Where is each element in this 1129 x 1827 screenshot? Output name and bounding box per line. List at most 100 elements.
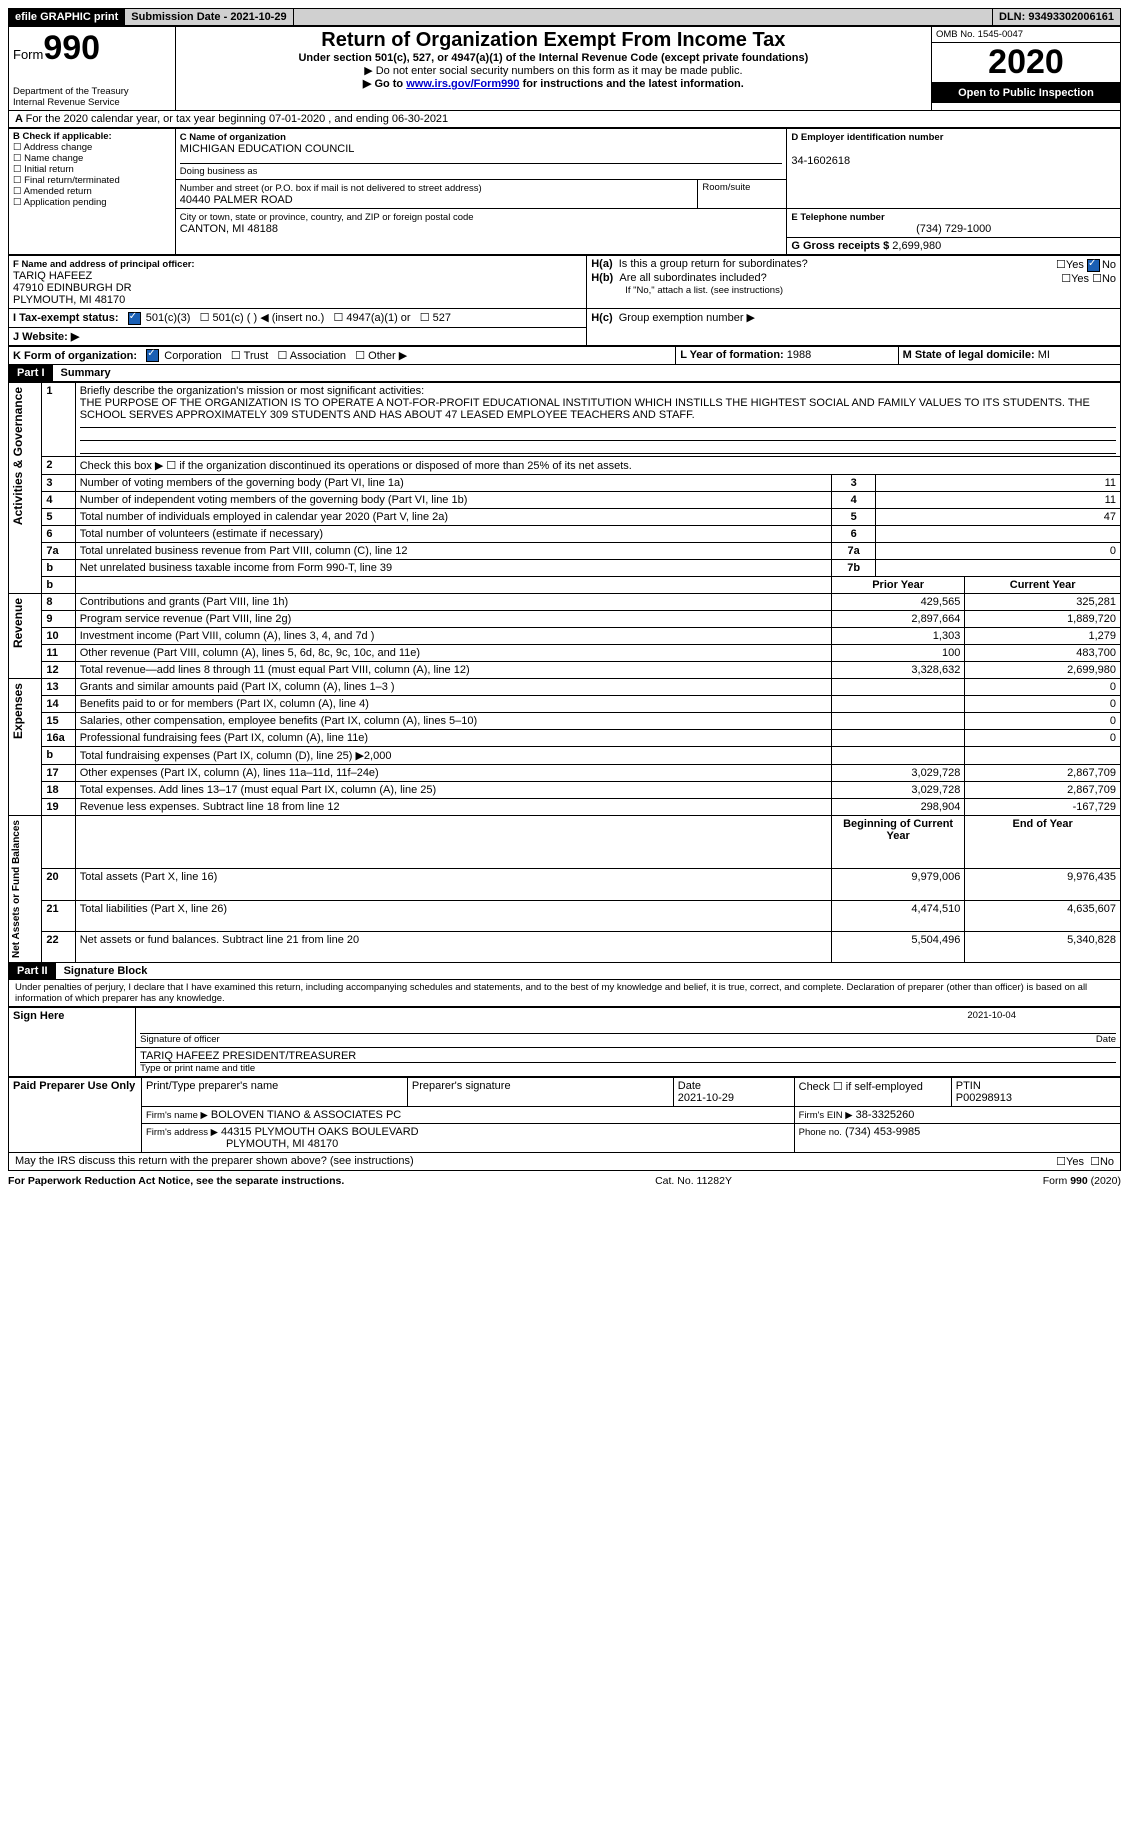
form-subtitle: Under section 501(c), 527, or 4947(a)(1)…: [180, 52, 927, 64]
l3-val: 11: [876, 475, 1121, 492]
l5-val: 47: [876, 509, 1121, 526]
discuss-row: May the IRS discuss this return with the…: [8, 1153, 1121, 1171]
sig-officer-lbl: Signature of officer: [140, 1034, 1096, 1045]
l8-text: Contributions and grants (Part VIII, lin…: [75, 594, 831, 611]
hb-note: If "No," attach a list. (see instruction…: [591, 285, 1116, 296]
hb-label: H(b): [591, 272, 613, 285]
box-c-label: C Name of organization: [180, 132, 286, 143]
org-name: MICHIGAN EDUCATION COUNCIL: [180, 143, 355, 155]
officer-name: TARIQ HAFEEZ: [13, 270, 92, 282]
part2-label: Part II: [9, 963, 56, 979]
note-ssn: ▶ Do not enter social security numbers o…: [180, 64, 927, 77]
l17-text: Other expenses (Part IX, column (A), lin…: [75, 765, 831, 782]
footer-left: For Paperwork Reduction Act Notice, see …: [8, 1175, 344, 1187]
l2: Check this box ▶ ☐ if the organization d…: [75, 457, 1120, 475]
l5-text: Total number of individuals employed in …: [75, 509, 831, 526]
box-m-label: M State of legal domicile:: [903, 349, 1035, 361]
hc-text: Group exemption number ▶: [619, 312, 755, 324]
footer: For Paperwork Reduction Act Notice, see …: [8, 1171, 1121, 1187]
tax-year: 2020: [932, 42, 1120, 83]
form-label: Form990: [13, 29, 171, 68]
officer-addr1: 47910 EDINBURGH DR: [13, 282, 132, 294]
klm-grid: K Form of organization: Corporation ☐ Tr…: [8, 346, 1121, 366]
name-title-lbl: Type or print name and title: [140, 1063, 1116, 1074]
l4-val: 11: [876, 492, 1121, 509]
l7a-text: Total unrelated business revenue from Pa…: [75, 543, 831, 560]
header-block: Form990 Department of the Treasury Inter…: [8, 26, 1121, 111]
firm-name-lbl: Firm's name ▶: [146, 1110, 208, 1121]
side-net: Net Assets or Fund Balances: [9, 816, 24, 962]
box-i-label: I Tax-exempt status:: [13, 312, 119, 324]
l19-text: Revenue less expenses. Subtract line 18 …: [75, 799, 831, 816]
l9-text: Program service revenue (Part VIII, line…: [75, 611, 831, 628]
firm-ein-lbl: Firm's EIN ▶: [799, 1110, 853, 1121]
l11-text: Other revenue (Part VIII, column (A), li…: [75, 645, 831, 662]
open-inspection: Open to Public Inspection: [932, 83, 1120, 103]
form-title: Return of Organization Exempt From Incom…: [180, 29, 927, 52]
dba-label: Doing business as: [180, 163, 783, 177]
tax-year-line: A For the 2020 calendar year, or tax yea…: [8, 111, 1121, 128]
footer-mid: Cat. No. 11282Y: [655, 1175, 732, 1187]
l7b-val: [876, 560, 1121, 577]
pt-sig-lbl: Preparer's signature: [407, 1078, 673, 1107]
l10-text: Investment income (Part VIII, column (A)…: [75, 628, 831, 645]
pt-name-lbl: Print/Type preparer's name: [141, 1078, 407, 1107]
l21-text: Total liabilities (Part X, line 26): [75, 900, 831, 931]
pt-check: Check ☐ if self-employed: [794, 1078, 951, 1107]
part2-title: Signature Block: [56, 963, 156, 979]
pt-date: 2021-10-29: [678, 1092, 734, 1104]
city-label: City or town, state or province, country…: [180, 212, 474, 223]
l20-text: Total assets (Part X, line 16): [75, 869, 831, 900]
efile-button[interactable]: efile GRAPHIC print: [9, 9, 125, 25]
date-lbl: Date: [1096, 1034, 1116, 1045]
firm-name: BOLOVEN TIANO & ASSOCIATES PC: [211, 1109, 401, 1121]
dept-label: Department of the Treasury Internal Reve…: [13, 86, 171, 108]
ptin-lbl: PTIN: [956, 1080, 981, 1092]
year-formation: 1988: [787, 349, 811, 361]
part1-label: Part I: [9, 365, 53, 381]
hc-label: H(c): [591, 312, 612, 324]
l7a-val: 0: [876, 543, 1121, 560]
l1-label: Briefly describe the organization's miss…: [80, 385, 424, 397]
ptin: P00298913: [956, 1092, 1012, 1104]
omb: OMB No. 1545-0047: [932, 27, 1120, 42]
l3-text: Number of voting members of the governin…: [75, 475, 831, 492]
officer-addr2: PLYMOUTH, MI 48170: [13, 294, 125, 306]
box-b-app: ☐ Application pending: [13, 197, 171, 208]
l6-val: [876, 526, 1121, 543]
firm-addr1: 44315 PLYMOUTH OAKS BOULEVARD: [221, 1126, 419, 1138]
firm-addr2: PLYMOUTH, MI 48170: [146, 1138, 338, 1150]
ein: 34-1602618: [791, 155, 850, 167]
box-b-init: ☐ Initial return: [13, 164, 171, 175]
l16a-text: Professional fundraising fees (Part IX, …: [75, 730, 831, 747]
ha-label: H(a): [591, 258, 612, 272]
hdr-end: End of Year: [965, 816, 1121, 869]
501c3-check: [128, 312, 141, 325]
l8-p: 429,565: [831, 594, 964, 611]
l12-text: Total revenue—add lines 8 through 11 (mu…: [75, 662, 831, 679]
l1-text: THE PURPOSE OF THE ORGANIZATION IS TO OP…: [80, 397, 1090, 421]
corp-check: [146, 349, 159, 362]
prep-phone: (734) 453-9985: [845, 1126, 920, 1138]
declaration: Under penalties of perjury, I declare th…: [8, 980, 1121, 1007]
hdr-curr: Current Year: [965, 577, 1121, 594]
l16b-text: Total fundraising expenses (Part IX, col…: [75, 747, 831, 765]
street: 40440 PALMER ROAD: [180, 194, 293, 206]
discuss-text: May the IRS discuss this return with the…: [15, 1155, 1056, 1168]
info-grid: B Check if applicable: ☐ Address change …: [8, 128, 1121, 255]
submission-date: Submission Date - 2021-10-29: [125, 9, 293, 25]
box-k-label: K Form of organization:: [13, 350, 137, 362]
gross-receipts: 2,699,980: [892, 240, 941, 252]
form990-link[interactable]: www.irs.gov/Form990: [406, 78, 519, 90]
l15-text: Salaries, other compensation, employee b…: [75, 713, 831, 730]
side-gov: Activities & Governance: [9, 383, 27, 529]
officer-print: TARIQ HAFEEZ PRESIDENT/TREASURER: [140, 1050, 1116, 1063]
hdr-beg: Beginning of Current Year: [831, 816, 964, 869]
ha-text: Is this a group return for subordinates?: [619, 258, 1056, 272]
side-exp: Expenses: [9, 679, 27, 743]
box-d-label: D Employer identification number: [791, 132, 943, 143]
box-b-amend: ☐ Amended return: [13, 186, 171, 197]
note-link: ▶ Go to www.irs.gov/Form990 for instruct…: [180, 77, 927, 90]
l13-text: Grants and similar amounts paid (Part IX…: [75, 679, 831, 696]
sig-date: 2021-10-04: [140, 1010, 1116, 1021]
